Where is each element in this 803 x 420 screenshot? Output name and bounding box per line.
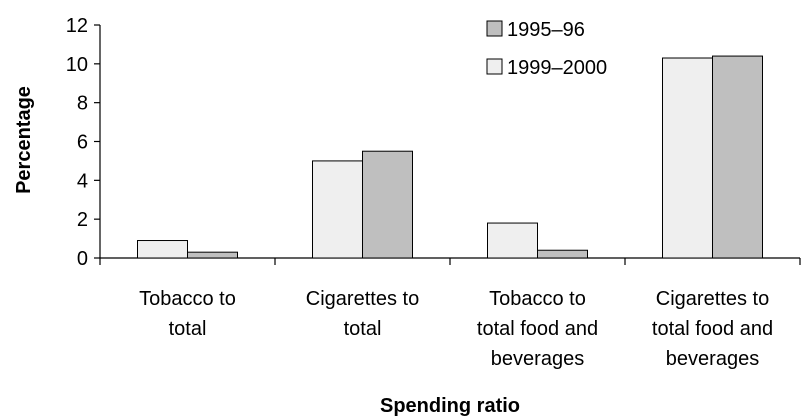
- x-category-label: total food and: [652, 318, 773, 340]
- legend-swatch: [486, 20, 503, 37]
- y-tick-label: 6: [77, 132, 88, 154]
- bar: [137, 240, 188, 259]
- x-category-label: Tobacco to: [489, 288, 586, 310]
- legend-label: 1999–2000: [507, 57, 607, 79]
- x-category-label: Cigarettes to: [306, 288, 419, 310]
- x-category-label: total: [169, 318, 207, 340]
- y-tick-label: 10: [66, 54, 88, 76]
- x-axis: [99, 257, 801, 265]
- bar: [487, 222, 538, 259]
- x-category-label: beverages: [666, 348, 759, 370]
- y-tick-label: 2: [77, 209, 88, 231]
- category-labels: Tobacco to total Cigarettes to total Tobacco…: [139, 288, 773, 370]
- y-tick-label: 4: [77, 170, 88, 192]
- x-category-label: total food and: [477, 318, 598, 340]
- legend-label: 1995–96: [507, 19, 585, 41]
- y-tick-label: 0: [77, 248, 88, 270]
- x-category-label: Cigarettes to: [656, 288, 769, 310]
- bar: [187, 251, 238, 259]
- x-axis-title: Spending ratio: [380, 395, 520, 417]
- legend: 1995–96 1999–2000: [486, 19, 607, 79]
- bar: [362, 150, 413, 259]
- bar: [712, 55, 763, 259]
- y-tick-label: 8: [77, 93, 88, 115]
- x-category-label: beverages: [491, 348, 584, 370]
- y-axis-title: Percentage: [13, 86, 35, 194]
- legend-swatch: [486, 58, 503, 75]
- bar: [537, 249, 588, 259]
- y-tick-label: 12: [66, 15, 88, 37]
- bar: [662, 57, 713, 259]
- bars: [137, 55, 763, 259]
- x-category-label: total: [344, 318, 382, 340]
- y-axis: 0 2 4 6 8 10 12: [66, 15, 101, 270]
- bar: [312, 160, 363, 259]
- x-category-label: Tobacco to: [139, 288, 236, 310]
